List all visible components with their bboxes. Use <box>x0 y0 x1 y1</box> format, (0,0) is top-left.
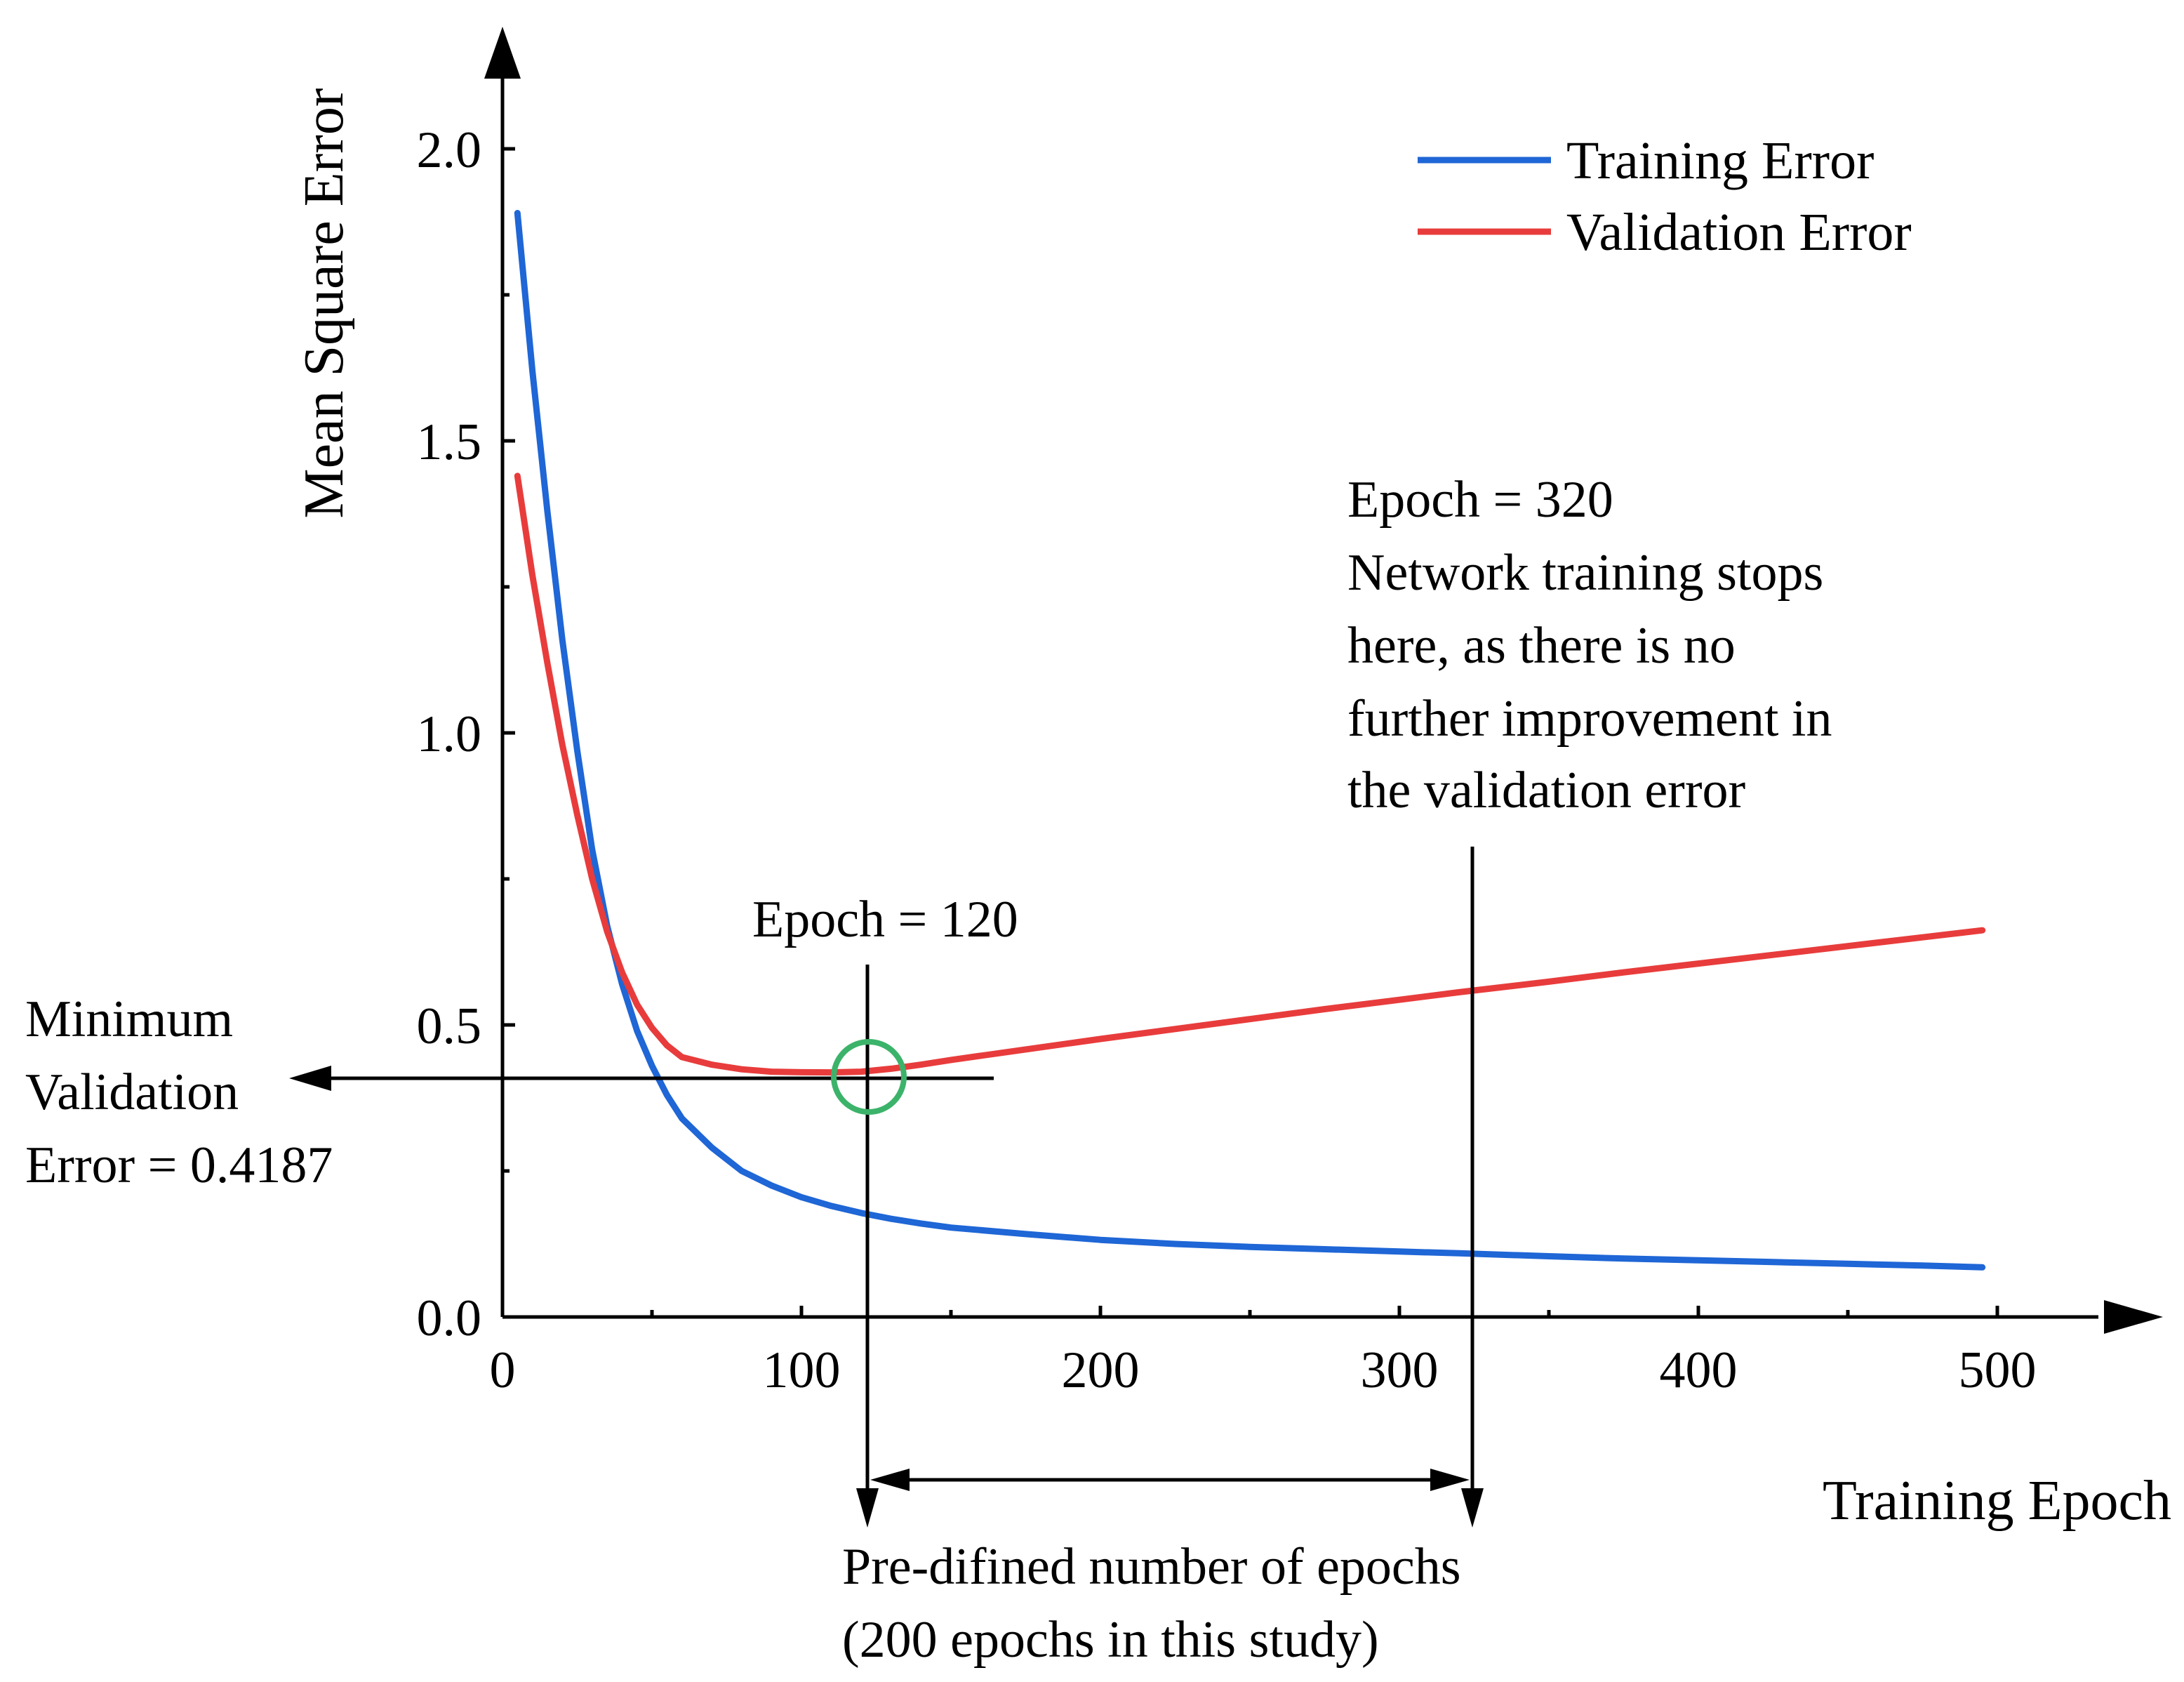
y-axis-ticks: 0.0 0.5 1.0 1.5 2.0 <box>417 121 515 1347</box>
epoch320-line-4: further improvement in <box>1347 690 1832 748</box>
min-error-annotation: Minimum Validation Error = 0.4187 <box>25 991 333 1194</box>
training-error-line <box>514 210 1986 1271</box>
x-tick-label: 300 <box>1361 1342 1439 1399</box>
epoch320-line-1: Epoch = 320 <box>1347 471 1613 529</box>
x-axis-arrowhead <box>2104 1300 2163 1334</box>
series-layer <box>514 210 1986 1271</box>
y-axis-title: Mean Square Error <box>293 88 355 518</box>
x-axis-ticks: 0 100 200 300 400 500 <box>490 1306 2037 1399</box>
x-tick-label: 400 <box>1660 1342 1738 1399</box>
epoch320-down-arrowhead <box>1461 1488 1484 1528</box>
minimum-validation-marker <box>831 1039 907 1115</box>
min-error-line-2: Validation <box>25 1064 239 1121</box>
y-tick-label: 1.0 <box>417 706 482 763</box>
epoch320-line-5: the validation error <box>1347 762 1745 819</box>
x-tick-label: 500 <box>1959 1342 2037 1399</box>
y-tick-label: 0.0 <box>417 1290 482 1347</box>
span-right-arrowhead <box>1430 1469 1470 1491</box>
predefined-epochs-annotation: Pre-difined number of epochs (200 epochs… <box>842 1538 1461 1669</box>
y-tick-label: 1.5 <box>417 413 482 471</box>
y-tick-label: 0.5 <box>417 998 482 1055</box>
legend: Training Error Validation Error <box>1418 131 1912 262</box>
x-tick-label: 200 <box>1062 1342 1140 1399</box>
legend-label-training: Training Error <box>1566 131 1874 190</box>
x-axis-title: Training Epoch <box>1823 1470 2171 1532</box>
legend-label-validation: Validation Error <box>1566 203 1912 262</box>
epoch320-line-3: here, as there is no <box>1347 617 1736 675</box>
x-tick-label: 100 <box>763 1342 841 1399</box>
span-left-arrowhead <box>870 1469 910 1491</box>
epoch120-down-arrowhead <box>856 1488 879 1528</box>
predefined-line-2: (200 epochs in this study) <box>842 1611 1379 1669</box>
epoch320-line-2: Network training stops <box>1347 544 1823 602</box>
epoch320-annotation: Epoch = 320 Network training stops here,… <box>1347 471 1832 819</box>
y-tick-label: 2.0 <box>417 121 482 179</box>
predefined-line-1: Pre-difined number of epochs <box>842 1538 1461 1596</box>
min-error-line-3: Error = 0.4187 <box>25 1137 333 1194</box>
min-error-left-arrowhead <box>289 1066 331 1091</box>
validation-error-line <box>514 472 1986 1076</box>
y-axis-arrowhead <box>484 27 521 79</box>
x-tick-label: 0 <box>490 1342 516 1399</box>
epoch120-label: Epoch = 120 <box>752 891 1018 948</box>
min-error-line-1: Minimum <box>25 991 233 1048</box>
